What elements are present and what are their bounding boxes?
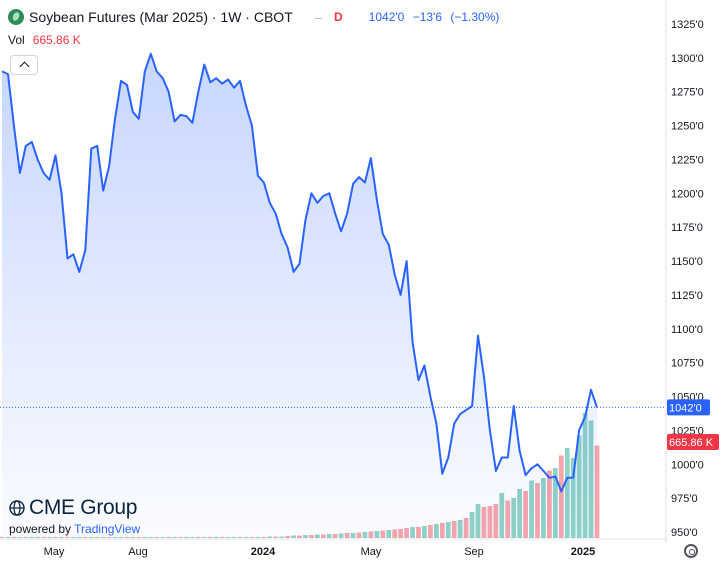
time-tick-label: May bbox=[361, 546, 382, 558]
time-tick-label: 2025 bbox=[571, 546, 595, 558]
volume-legend: Vol 665.86 K bbox=[8, 33, 81, 47]
price-tick-label: 1275'0 bbox=[671, 87, 704, 99]
time-tick-label: Aug bbox=[128, 546, 148, 558]
delayed-data-flag[interactable]: D bbox=[334, 10, 343, 24]
symbol-title[interactable]: Soybean Futures (Mar 2025) · 1W · CBOT bbox=[29, 9, 293, 25]
price-tick-label: 975'0 bbox=[671, 493, 698, 505]
price-tick-label: 1125'0 bbox=[671, 290, 703, 302]
last-price: 1042'0 bbox=[368, 10, 405, 24]
powered-by: powered by TradingView bbox=[9, 522, 140, 536]
collapse-legend-button[interactable] bbox=[10, 55, 38, 75]
cme-globe-icon bbox=[9, 500, 25, 516]
price-area bbox=[2, 53, 597, 539]
cme-logo-text: CME Group bbox=[29, 496, 138, 519]
volume-badge bbox=[667, 434, 719, 450]
price-tick-label: 1150'0 bbox=[671, 256, 703, 268]
time-tick-label: Sep bbox=[464, 546, 484, 558]
powered-by-prefix: powered by bbox=[9, 522, 72, 536]
time-tick-label: May bbox=[44, 546, 65, 558]
price-tick-label: 1075'0 bbox=[671, 358, 704, 370]
last-price-badge-label: 1042'0 bbox=[669, 402, 702, 414]
price-tick-label: 1325'0 bbox=[671, 19, 704, 31]
volume-badge-label: 665.86 K bbox=[669, 437, 714, 449]
volume-value: 665.86 K bbox=[32, 33, 81, 47]
open-dash: – bbox=[314, 9, 322, 25]
cme-branding: CME Group powered by TradingView bbox=[9, 496, 140, 536]
price-tick-label: 1000'0 bbox=[671, 459, 704, 471]
price-tick-label: 1250'0 bbox=[671, 121, 704, 133]
soybean-logo-icon bbox=[8, 9, 24, 25]
chart-header: Soybean Futures (Mar 2025) · 1W · CBOT –… bbox=[8, 7, 504, 27]
price-change-pct: (−1.30%) bbox=[450, 10, 500, 24]
last-price-badge bbox=[667, 399, 710, 416]
cme-logo: CME Group bbox=[9, 496, 140, 520]
price-tick-label: 1200'0 bbox=[671, 188, 704, 200]
price-tick-label: 1175'0 bbox=[671, 222, 703, 234]
chevron-up-icon bbox=[19, 61, 29, 72]
price-tick-label: 1100'0 bbox=[671, 324, 703, 336]
volume-label: Vol bbox=[8, 33, 25, 47]
price-line[interactable] bbox=[1, 52, 598, 493]
price-tick-label: 1300'0 bbox=[671, 53, 704, 65]
settings-gear-icon[interactable] bbox=[684, 544, 698, 558]
tradingview-link[interactable]: TradingView bbox=[74, 522, 141, 536]
price-tick-label: 1225'0 bbox=[671, 154, 704, 166]
price-tick-label: 950'0 bbox=[671, 527, 698, 539]
time-tick-label: 2024 bbox=[251, 546, 276, 558]
price-change: −13'6 bbox=[412, 10, 443, 24]
price-quote: 1042'0 −13'6 (−1.30%) bbox=[369, 10, 505, 24]
